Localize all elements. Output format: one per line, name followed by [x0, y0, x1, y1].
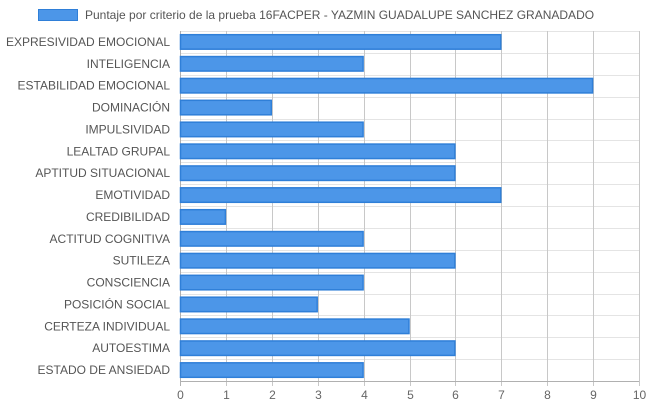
- y-category-label: SUTILEZA: [113, 254, 170, 268]
- x-tick-label: 0: [177, 388, 184, 402]
- y-category-label: DOMINACIÓN: [92, 100, 170, 115]
- y-category-label: ACTITUD COGNITIVA: [50, 232, 170, 246]
- chart-legend[interactable]: Puntaje por criterio de la prueba 16FACP…: [38, 6, 594, 24]
- y-category-label: POSICIÓN SOCIAL: [64, 296, 170, 311]
- bar: [179, 77, 594, 94]
- bar: [179, 33, 502, 50]
- legend-swatch: [38, 9, 78, 21]
- x-tick-label: 2: [269, 388, 276, 402]
- x-tick-label: 10: [633, 388, 647, 402]
- y-category-label: APTITUD SITUACIONAL: [35, 166, 170, 180]
- bar: [179, 187, 502, 204]
- bar: [179, 362, 364, 379]
- y-category-label: EMOTIVIDAD: [95, 188, 170, 202]
- y-category-label: LEALTAD GRUPAL: [67, 144, 171, 158]
- x-tick-label: 4: [361, 388, 368, 402]
- y-category-label: INTELIGENCIA: [87, 57, 170, 71]
- y-category-label: ESTABILIDAD EMOCIONAL: [18, 79, 171, 93]
- bar: [179, 296, 318, 313]
- y-category-label: EXPRESIVIDAD EMOCIONAL: [6, 35, 170, 49]
- y-category-label: CREDIBILIDAD: [86, 210, 170, 224]
- bar: [179, 274, 364, 291]
- y-category-label: CONSCIENCIA: [87, 276, 170, 290]
- x-tick-label: 6: [452, 388, 459, 402]
- x-tick-label: 7: [498, 388, 505, 402]
- y-category-label: IMPULSIVIDAD: [85, 122, 170, 136]
- x-tick-label: 8: [544, 388, 551, 402]
- bar: [179, 55, 364, 72]
- bar: [179, 252, 456, 269]
- legend-label: Puntaje por criterio de la prueba 16FACP…: [85, 8, 595, 22]
- bar: [179, 143, 456, 160]
- x-tick-label: 1: [223, 388, 230, 402]
- bar: [179, 121, 364, 138]
- x-tick-label: 3: [315, 388, 322, 402]
- bar: [179, 99, 273, 116]
- bar: [179, 340, 456, 357]
- bar: [179, 318, 410, 335]
- y-category-label: AUTOESTIMA: [92, 341, 170, 355]
- x-tick-label: 5: [407, 388, 414, 402]
- bar: [179, 230, 364, 247]
- y-category-label: CERTEZA INDIVIDUAL: [44, 319, 170, 333]
- x-tick-label: 9: [590, 388, 597, 402]
- bar: [179, 165, 456, 182]
- y-category-label: ESTADO DE ANSIEDAD: [38, 363, 171, 377]
- bar: [179, 208, 227, 225]
